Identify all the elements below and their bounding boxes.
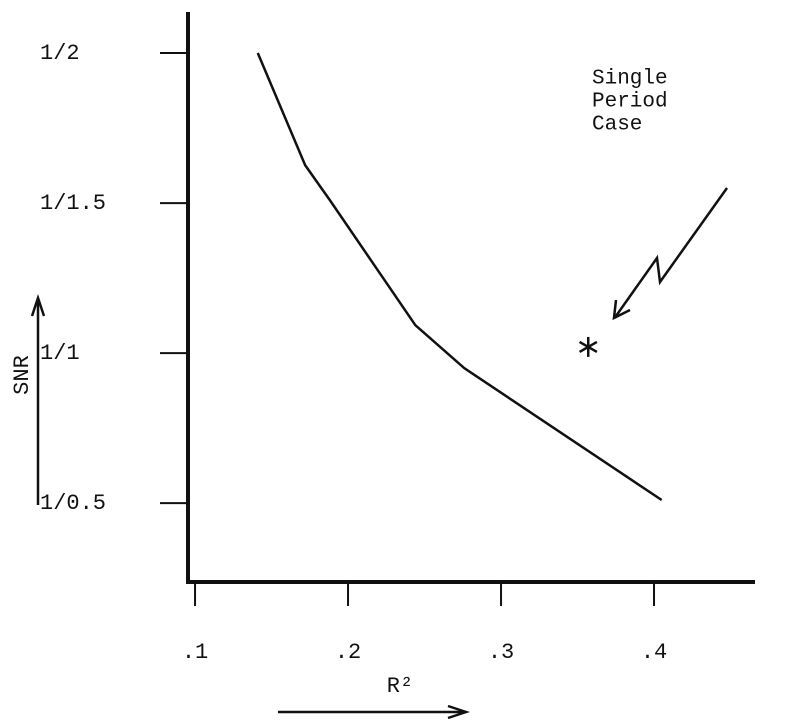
x-arrow	[278, 704, 470, 720]
x-tick-label: .1	[182, 640, 208, 665]
x-tick-label: .4	[641, 640, 667, 665]
x-axis-label: R²	[387, 674, 413, 699]
x-tick-label: .2	[335, 640, 361, 665]
y-axis-label: SNR	[10, 355, 35, 395]
line	[256, 52, 663, 502]
annotation: Single	[592, 68, 668, 91]
y-tick-label: 1/1	[40, 341, 80, 366]
y-tick-label: 1/0.5	[40, 491, 106, 516]
y-arrow	[30, 294, 46, 505]
annotation-arrow	[612, 187, 729, 321]
marker-stroke	[578, 340, 598, 354]
x-tick-label: .3	[488, 640, 514, 665]
annotation: Period	[592, 91, 668, 114]
annotation: Case	[592, 114, 642, 137]
y-tick-label: 1/1.5	[40, 191, 106, 216]
y-tick-label: 1/2	[40, 41, 80, 66]
marker-point	[578, 336, 598, 357]
